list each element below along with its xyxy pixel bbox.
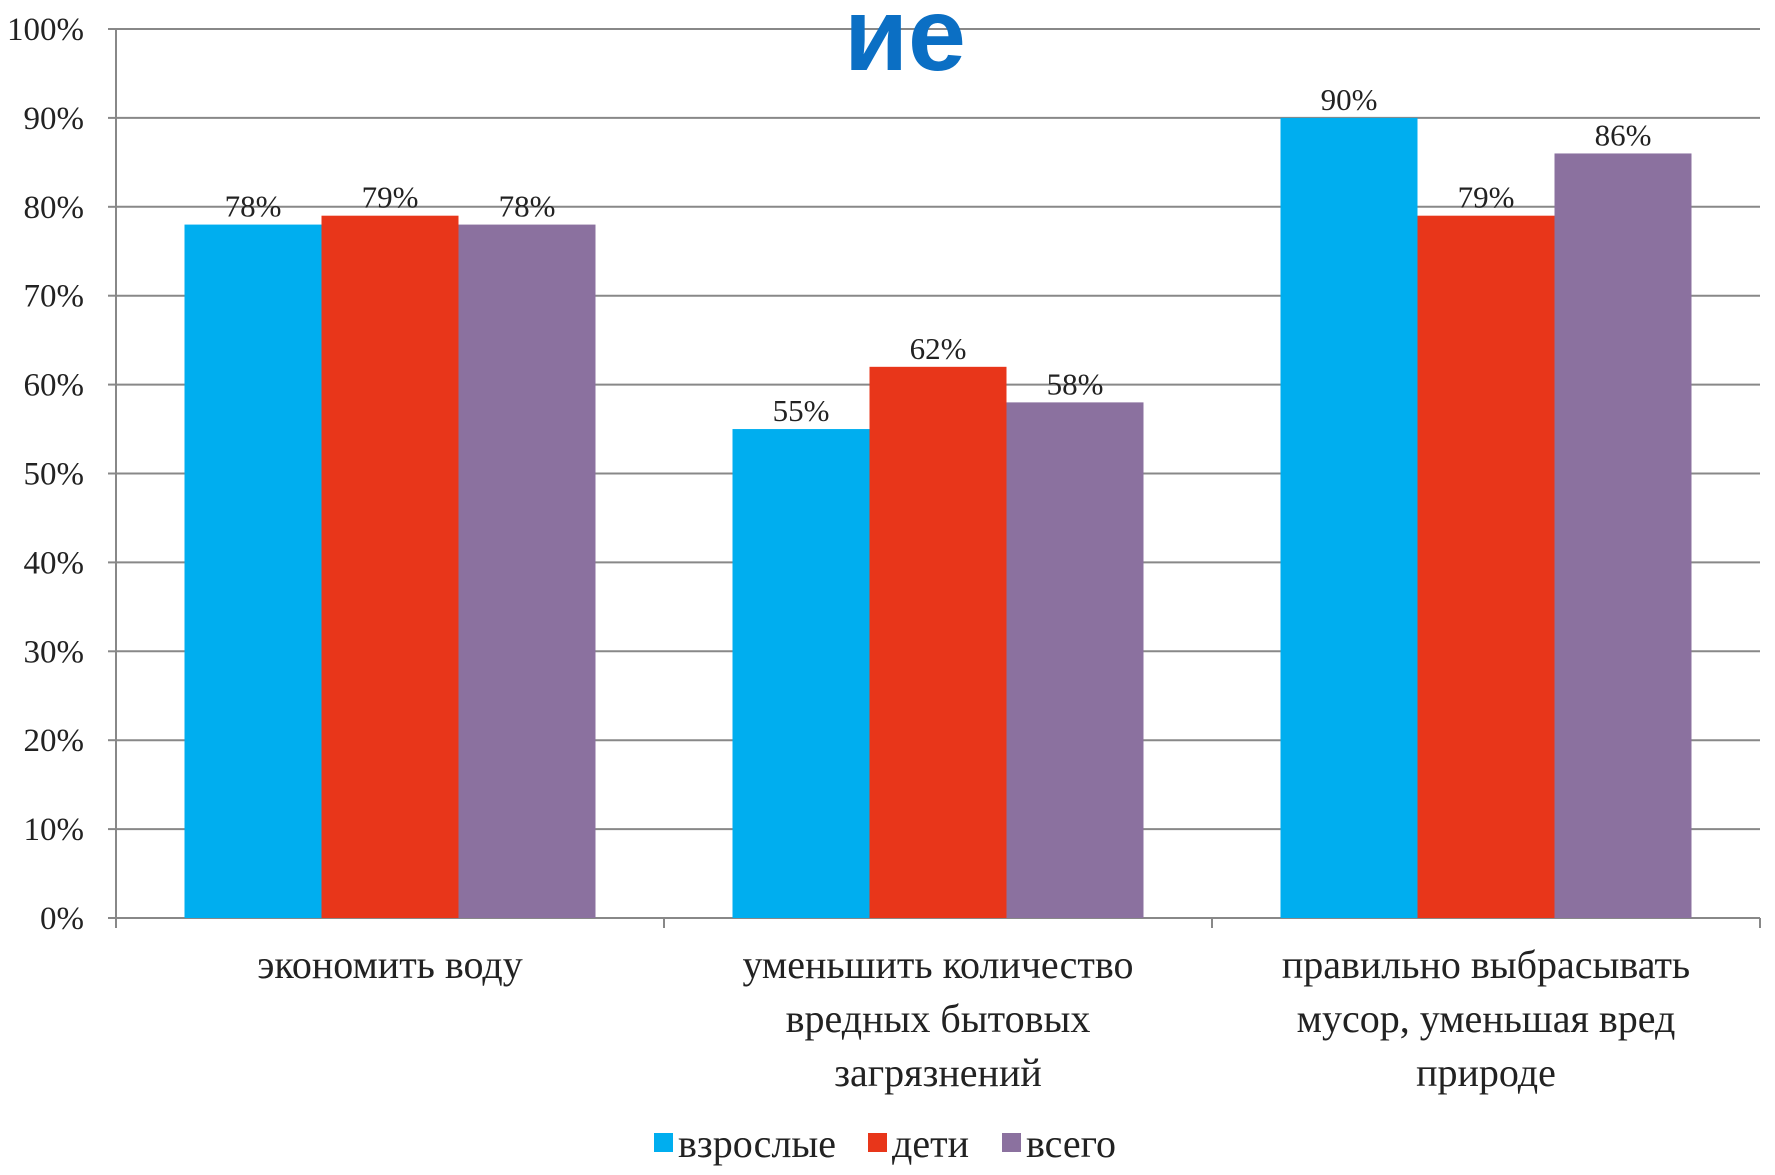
bar-всего [1554, 153, 1692, 918]
data-labels: 78% 79% 78% 55% 62% 58% 90% 79% 86% [225, 82, 1652, 428]
y-tick-label: 70% [24, 279, 85, 315]
bar-взрослые [1280, 117, 1418, 918]
category-label: уменьшить количество вредных бытовых загря… [742, 942, 1133, 1095]
y-tick-label: 90% [24, 101, 85, 137]
legend-swatch-всего [1002, 1133, 1021, 1152]
data-label: 79% [362, 180, 419, 215]
bars [184, 117, 1692, 918]
legend-label: всего [1026, 1121, 1116, 1166]
bar-взрослые [184, 224, 322, 918]
legend-label: дети [892, 1121, 969, 1166]
data-label: 86% [1595, 117, 1652, 152]
data-label: 90% [1321, 82, 1378, 117]
data-label: 62% [910, 331, 967, 366]
y-tick-label: 20% [24, 723, 85, 759]
y-tick-label: 80% [24, 190, 85, 226]
bar-дети [321, 215, 459, 918]
overlay-title-text: ие [844, 0, 966, 93]
legend-label: взрослые [678, 1121, 836, 1166]
data-label: 79% [1458, 180, 1515, 215]
category-label: правильно выбрасывать мусор, уменьшая вре… [1282, 942, 1690, 1095]
legend-swatch-взрослые [654, 1133, 673, 1152]
data-label: 55% [773, 393, 830, 428]
bar-всего [458, 224, 596, 918]
bar-дети [869, 366, 1007, 918]
data-label: 78% [225, 189, 282, 224]
legend-swatch-дети [868, 1133, 887, 1152]
bar-взрослые [732, 429, 870, 918]
bar-дети [1417, 215, 1555, 918]
y-tick-label: 0% [40, 901, 84, 937]
axes: 0% 10% 20% 30% 40% 50% 60% 70% 80% 90% 100% [7, 12, 1761, 937]
data-label: 78% [499, 189, 556, 224]
data-label: 58% [1047, 366, 1104, 401]
category-label: экономить воду [257, 942, 522, 987]
y-tick-label: 30% [24, 634, 85, 670]
y-tick-label: 10% [24, 812, 85, 848]
y-tick-label: 50% [24, 457, 85, 493]
bar-всего [1006, 402, 1144, 918]
y-tick-label: 60% [24, 368, 85, 404]
legend: взрослые дети всего [654, 1121, 1116, 1166]
y-tick-label: 100% [7, 12, 84, 48]
category-labels: экономить воду уменьшить количество вредны… [257, 942, 1690, 1095]
y-tick-label: 40% [24, 545, 85, 581]
